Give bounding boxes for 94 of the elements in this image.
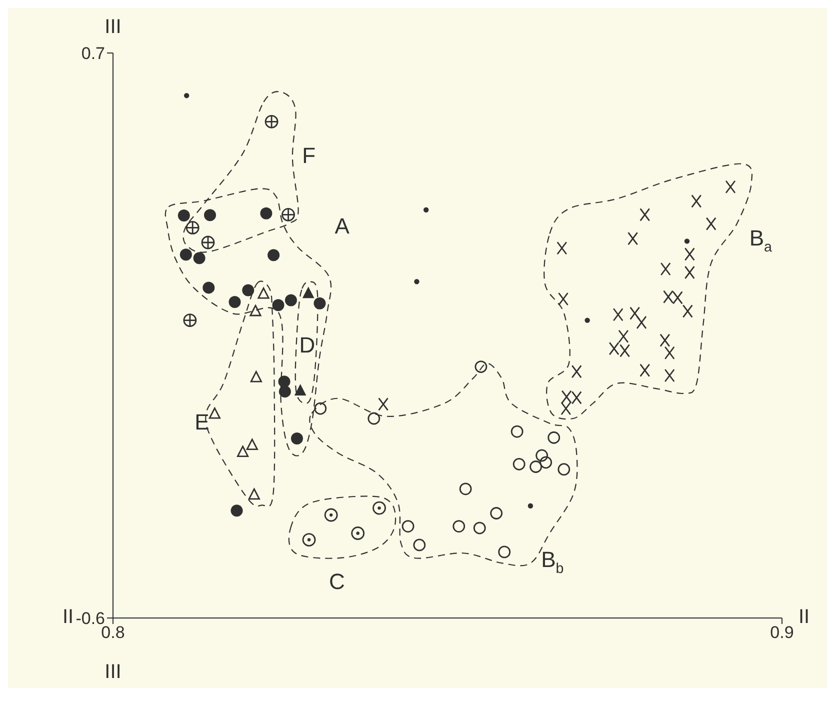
point bbox=[706, 217, 716, 231]
point bbox=[250, 304, 262, 316]
point bbox=[556, 241, 568, 255]
point bbox=[528, 503, 534, 508]
point bbox=[414, 279, 420, 284]
point bbox=[284, 294, 297, 306]
point bbox=[636, 316, 647, 330]
point bbox=[540, 456, 552, 469]
point bbox=[264, 114, 278, 128]
point bbox=[423, 207, 429, 212]
point bbox=[183, 314, 197, 327]
point bbox=[474, 360, 488, 373]
text: III bbox=[104, 661, 122, 684]
point bbox=[682, 304, 693, 318]
annotation: C bbox=[328, 568, 345, 594]
x-axis-title: II bbox=[798, 606, 810, 628]
point bbox=[272, 299, 284, 312]
point bbox=[248, 488, 260, 500]
point bbox=[368, 412, 380, 425]
point bbox=[184, 92, 190, 98]
point bbox=[691, 194, 702, 208]
point bbox=[268, 249, 280, 262]
point bbox=[260, 207, 272, 220]
annotation: D bbox=[299, 332, 316, 358]
point bbox=[490, 507, 503, 520]
point bbox=[246, 438, 258, 450]
point bbox=[660, 262, 671, 276]
point bbox=[402, 520, 414, 532]
annotation: E bbox=[194, 409, 210, 434]
point bbox=[314, 402, 327, 415]
annotation: A bbox=[334, 214, 350, 239]
point bbox=[684, 248, 695, 261]
point bbox=[242, 284, 254, 296]
point bbox=[180, 248, 192, 261]
point bbox=[548, 431, 560, 444]
point bbox=[640, 364, 650, 377]
point bbox=[684, 266, 695, 280]
point bbox=[498, 546, 511, 558]
point bbox=[664, 346, 675, 360]
point bbox=[204, 209, 216, 222]
point bbox=[314, 297, 326, 310]
point bbox=[725, 180, 736, 194]
y-tick-label: 0.7 bbox=[81, 44, 105, 64]
point bbox=[684, 238, 690, 244]
point bbox=[201, 236, 215, 250]
point bbox=[584, 318, 590, 323]
point bbox=[193, 252, 206, 264]
point bbox=[290, 432, 303, 445]
point bbox=[512, 458, 526, 470]
point bbox=[178, 210, 190, 222]
point bbox=[302, 533, 316, 546]
point bbox=[664, 368, 675, 382]
point bbox=[558, 463, 570, 476]
point bbox=[413, 538, 426, 552]
annotation: B$_{b}$ bbox=[541, 546, 564, 577]
point bbox=[278, 386, 291, 398]
point bbox=[302, 287, 314, 298]
point bbox=[628, 232, 638, 246]
annotation: F bbox=[302, 142, 316, 168]
point bbox=[258, 288, 270, 299]
annotation: B$_{a}$ bbox=[749, 225, 772, 256]
point bbox=[473, 522, 486, 534]
point bbox=[571, 390, 582, 404]
point bbox=[672, 290, 683, 304]
point bbox=[294, 384, 306, 396]
point bbox=[372, 501, 386, 515]
point bbox=[202, 282, 215, 294]
point bbox=[228, 296, 241, 308]
point bbox=[250, 370, 262, 382]
point bbox=[640, 208, 650, 222]
point bbox=[530, 460, 542, 473]
point bbox=[282, 208, 295, 222]
point bbox=[351, 526, 365, 540]
point bbox=[536, 449, 548, 462]
x-tick-label: 0.9 bbox=[770, 623, 794, 642]
point bbox=[663, 290, 674, 304]
point bbox=[452, 520, 466, 532]
point bbox=[236, 446, 249, 458]
point bbox=[459, 482, 472, 496]
point bbox=[571, 364, 582, 378]
point bbox=[510, 425, 524, 438]
y-axis-title: III bbox=[104, 16, 122, 38]
point bbox=[608, 342, 620, 356]
point bbox=[630, 306, 640, 320]
text: II bbox=[62, 606, 74, 628]
point bbox=[558, 292, 568, 306]
point bbox=[612, 308, 624, 322]
point bbox=[186, 221, 200, 234]
point bbox=[378, 397, 388, 411]
point bbox=[230, 504, 243, 517]
point bbox=[324, 508, 338, 522]
x-tick-label: 0.8 bbox=[101, 623, 125, 642]
point bbox=[660, 334, 670, 347]
point bbox=[208, 407, 220, 419]
